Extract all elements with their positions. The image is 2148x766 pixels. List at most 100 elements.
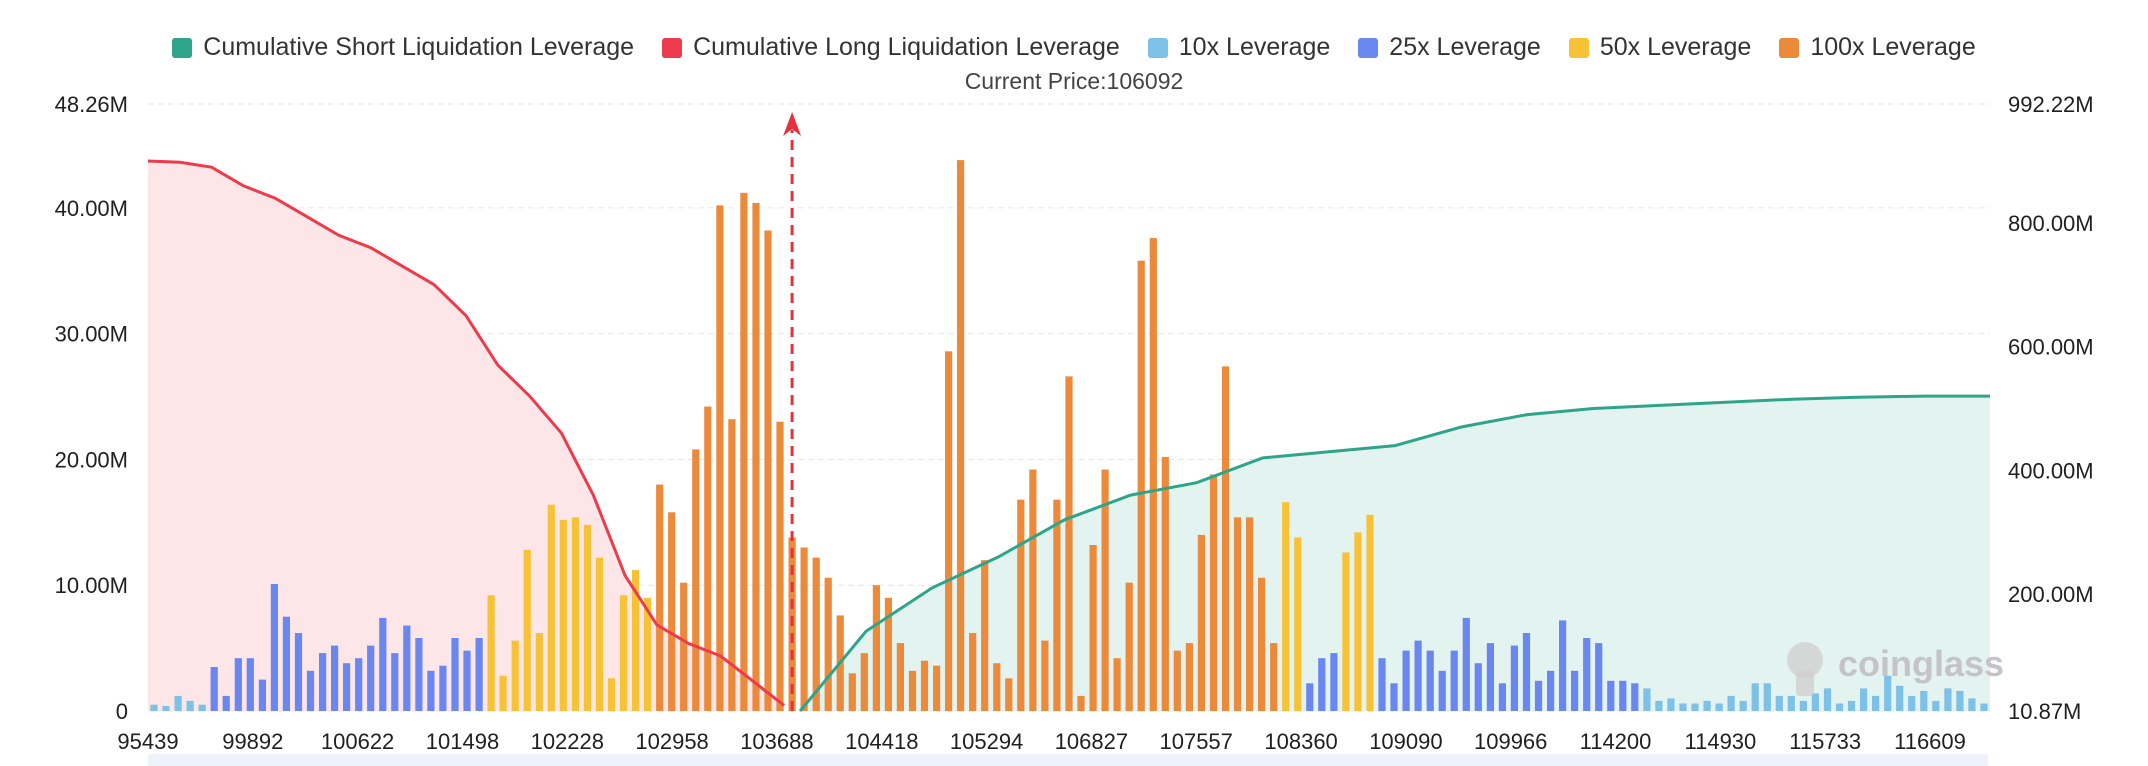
legend-swatch xyxy=(1147,37,1168,58)
liquidation-bar xyxy=(162,706,170,711)
liquidation-bar xyxy=(1607,680,1615,711)
liquidation-bar xyxy=(198,704,206,711)
liquidation-bar xyxy=(270,584,278,711)
liquidation-bar xyxy=(884,597,892,711)
x-tick-label: 99892 xyxy=(222,729,283,754)
liquidation-bar xyxy=(704,406,712,711)
x-tick-label: 103688 xyxy=(740,729,813,754)
liquidation-bar xyxy=(1908,695,1916,711)
liquidation-bar xyxy=(1510,645,1518,711)
legend-item[interactable]: Cumulative Long Liquidation Leverage xyxy=(662,33,1120,62)
liquidation-bar xyxy=(1209,474,1218,711)
liquidation-bar xyxy=(824,577,832,711)
liquidation-bar xyxy=(812,557,820,711)
liquidation-bar xyxy=(1402,650,1410,711)
liquidation-bar xyxy=(1896,685,1904,711)
liquidation-bar xyxy=(343,663,351,711)
liquidation-bar xyxy=(1751,683,1759,711)
legend-item[interactable]: 100x Leverage xyxy=(1779,33,1976,62)
liquidation-bar xyxy=(1860,688,1868,711)
liquidation-bar xyxy=(1691,703,1699,711)
liquidation-bar xyxy=(1306,683,1314,711)
x-tick-label: 107557 xyxy=(1159,729,1232,754)
y-right-tick-label: 400.00M xyxy=(2008,458,2094,483)
liquidation-bar xyxy=(908,670,917,711)
liquidation-bar xyxy=(1197,534,1205,711)
liquidation-bar xyxy=(860,653,868,711)
y-left-tick-label: 20.00M xyxy=(55,447,128,472)
x-tick-label: 106827 xyxy=(1055,729,1128,754)
liquidation-bar xyxy=(1498,683,1506,711)
liquidation-bar xyxy=(1077,695,1085,711)
liquidation-bar xyxy=(246,658,254,711)
liquidation-bar xyxy=(1017,499,1025,711)
liquidation-bar xyxy=(571,517,579,711)
legend: Cumulative Short Liquidation Leverage Cum… xyxy=(0,33,2148,62)
liquidation-bar xyxy=(1125,582,1133,711)
liquidation-bar xyxy=(800,547,808,711)
liquidation-bar xyxy=(583,524,591,711)
short-cumulative-area xyxy=(800,396,1990,711)
liquidation-bar xyxy=(1799,700,1807,711)
legend-item[interactable]: 10x Leverage xyxy=(1147,33,1330,62)
liquidation-bar xyxy=(595,557,604,711)
liquidation-bar xyxy=(367,645,375,711)
legend-item[interactable]: 25x Leverage xyxy=(1358,33,1541,62)
liquidation-bar xyxy=(1559,620,1567,711)
liquidation-bar xyxy=(993,663,1001,711)
liquidation-bar xyxy=(668,512,676,711)
legend-swatch xyxy=(1779,37,1800,58)
liquidation-bar xyxy=(1029,469,1037,711)
liquidation-bar xyxy=(1149,238,1157,711)
liquidation-bar xyxy=(258,679,266,711)
liquidation-bar xyxy=(1246,517,1254,711)
liquidation-bar xyxy=(1137,260,1145,711)
liquidation-bar xyxy=(1715,703,1723,711)
liquidation-bar xyxy=(451,638,459,711)
liquidation-bar xyxy=(1101,469,1109,711)
liquidation-bar xyxy=(692,449,700,711)
y-left-tick-label: 10.00M xyxy=(55,573,128,598)
liquidation-bar xyxy=(1847,700,1856,711)
legend-item[interactable]: Cumulative Short Liquidation Leverage xyxy=(172,33,634,62)
liquidation-bar xyxy=(1462,617,1470,711)
liquidation-bar xyxy=(1956,690,1964,711)
legend-swatch xyxy=(172,37,193,58)
liquidation-bar xyxy=(1053,499,1061,711)
y-left-tick-label: 48.26M xyxy=(55,92,128,117)
y-right-tick-label: 800.00M xyxy=(2008,211,2094,236)
liquidation-bar xyxy=(234,658,242,711)
liquidation-bar xyxy=(1366,514,1374,711)
liquidation-bar xyxy=(306,670,315,711)
liquidation-bar xyxy=(559,519,567,711)
liquidation-bar xyxy=(1920,690,1928,711)
legend-item[interactable]: 50x Leverage xyxy=(1568,33,1751,62)
liquidation-bar xyxy=(547,504,555,711)
zoom-brush[interactable] xyxy=(148,754,1988,766)
x-tick-label: 114200 xyxy=(1580,729,1652,754)
liquidation-bar xyxy=(1378,658,1386,711)
liquidation-bar xyxy=(282,616,290,711)
liquidation-bar xyxy=(1270,643,1278,711)
liquidation-bar xyxy=(1583,638,1591,711)
liquidation-bar xyxy=(1438,670,1446,711)
liquidation-bar xyxy=(1005,678,1013,711)
x-tick-label: 114930 xyxy=(1685,729,1757,754)
liquidation-bar xyxy=(1342,552,1350,711)
liquidation-bar xyxy=(607,678,616,711)
liquidation-bar xyxy=(415,638,423,711)
liquidation-bar xyxy=(716,205,724,711)
liquidation-bar xyxy=(1872,695,1880,711)
liquidation-bar xyxy=(1161,456,1169,711)
liquidation-bar xyxy=(1221,366,1230,711)
liquidation-bar xyxy=(764,230,772,711)
x-tick-label: 101498 xyxy=(426,729,499,754)
liquidation-bar xyxy=(1811,693,1819,711)
liquidation-bar xyxy=(1173,650,1181,711)
liquidation-bar xyxy=(776,421,784,711)
liquidation-bar xyxy=(1426,650,1434,711)
liquidation-bar xyxy=(1294,537,1302,711)
liquidation-bar xyxy=(319,653,327,711)
liquidation-bar xyxy=(680,582,688,711)
liquidation-bar xyxy=(872,585,880,711)
